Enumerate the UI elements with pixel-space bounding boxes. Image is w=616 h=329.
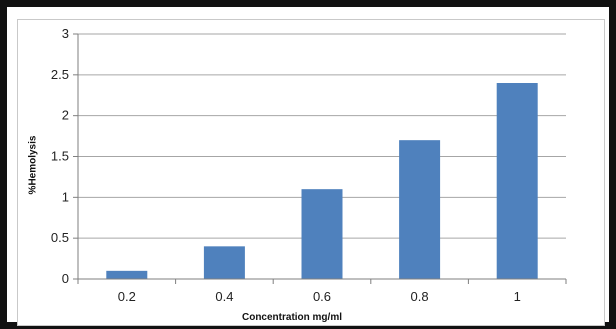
y-axis-title: %Hemolysis: [28, 135, 39, 194]
bar-1: [496, 83, 538, 279]
axes: [73, 33, 567, 284]
y-tick-label: 0: [62, 271, 69, 286]
bar-0.4: [203, 246, 245, 279]
y-tick-label: 1.5: [51, 149, 69, 164]
tick-labels: 0 0.5 1 1.5 2 2.5 3 0.2 0.4 0.6 0.8 1: [51, 26, 521, 304]
x-tick-label: 0.6: [313, 289, 331, 304]
x-tick-label: 0.4: [215, 289, 233, 304]
y-tick-label: 2: [62, 108, 69, 123]
y-tick-label: 0.5: [51, 230, 69, 245]
y-tick-label: 3: [62, 26, 69, 41]
y-tick-label: 2.5: [51, 67, 69, 82]
bar-0.6: [301, 189, 343, 279]
y-tick-label: 1: [62, 189, 69, 204]
bar-0.8: [399, 140, 441, 279]
bar-0.2: [106, 270, 148, 279]
bars: [106, 83, 538, 279]
x-tick-label: 0.2: [118, 289, 136, 304]
x-tick-label: 1: [514, 289, 521, 304]
x-tick-label: 0.8: [411, 289, 429, 304]
x-axis-title: Concentration mg/ml: [242, 312, 342, 323]
